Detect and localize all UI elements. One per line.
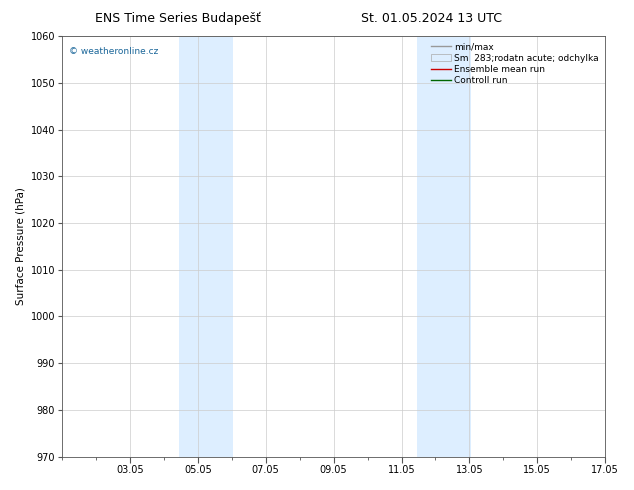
Text: ENS Time Series Budapešť: ENS Time Series Budapešť — [94, 12, 261, 25]
Y-axis label: Surface Pressure (hPa): Surface Pressure (hPa) — [15, 188, 25, 305]
Text: © weatheronline.cz: © weatheronline.cz — [68, 47, 158, 56]
Bar — [179, 36, 233, 457]
Text: St. 01.05.2024 13 UTC: St. 01.05.2024 13 UTC — [361, 12, 501, 25]
Bar — [417, 36, 471, 457]
Legend: min/max, Sm  283;rodatn acute; odchylka, Ensemble mean run, Controll run: min/max, Sm 283;rodatn acute; odchylka, … — [429, 41, 600, 87]
